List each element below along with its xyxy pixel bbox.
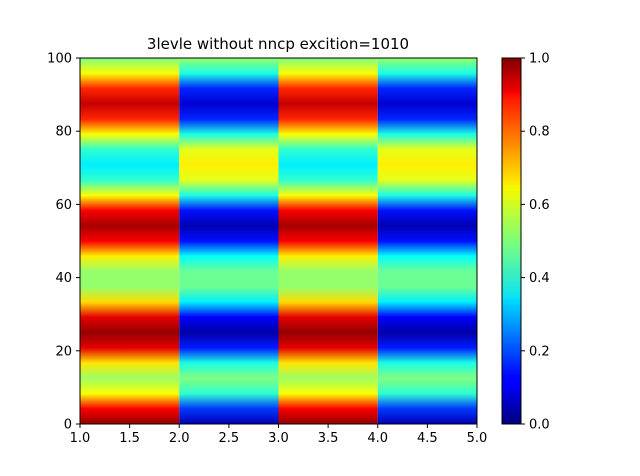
colorbar-ticks: 0.0 0.2 0.4 0.6 0.8 1.0	[521, 52, 550, 433]
colorbar-gradient	[502, 58, 521, 424]
y-tick-label: 60	[55, 198, 72, 213]
x-axis: 1.0 1.5 2.0 2.5 3.0 3.5 4.0 4.5 5.0	[70, 424, 488, 446]
colorbar-frame	[501, 57, 522, 425]
chart-title: 3levle without nncp excition=1010	[147, 35, 409, 53]
y-tick-label: 20	[55, 344, 72, 359]
heatmap-cells	[80, 58, 477, 424]
x-tick-label: 1.5	[119, 431, 140, 446]
y-tick-label: 80	[55, 125, 72, 140]
x-tick-label: 2.5	[219, 431, 240, 446]
heatmap-column-2	[179, 58, 279, 424]
colorbar-tick-label: 0.0	[529, 418, 550, 433]
colorbar: 0.0 0.2 0.4 0.6 0.8 1.0	[501, 52, 550, 433]
colorbar-tick-label: 0.8	[529, 125, 550, 140]
y-tick-label: 40	[55, 271, 72, 286]
colorbar-tick-label: 0.6	[529, 198, 550, 213]
colorbar-tick-label: 0.4	[529, 271, 550, 286]
x-tick-label: 5.0	[467, 431, 488, 446]
heatmap-column-1	[80, 58, 180, 424]
y-axis: 0 20 40 60 80 100	[47, 52, 80, 433]
y-tick-label: 100	[47, 52, 72, 67]
x-tick-label: 1.0	[70, 431, 91, 446]
x-tick-label: 4.5	[417, 431, 438, 446]
x-tick-label: 3.0	[268, 431, 289, 446]
heatmap-column-4	[377, 58, 477, 424]
colorbar-tick-label: 0.2	[529, 344, 550, 359]
x-tick-label: 4.0	[367, 431, 388, 446]
colorbar-tick-label: 1.0	[529, 52, 550, 67]
x-tick-label: 3.5	[318, 431, 339, 446]
x-tick-label: 2.0	[169, 431, 190, 446]
heatmap-column-3	[278, 58, 378, 424]
y-tick-label: 0	[64, 418, 72, 433]
